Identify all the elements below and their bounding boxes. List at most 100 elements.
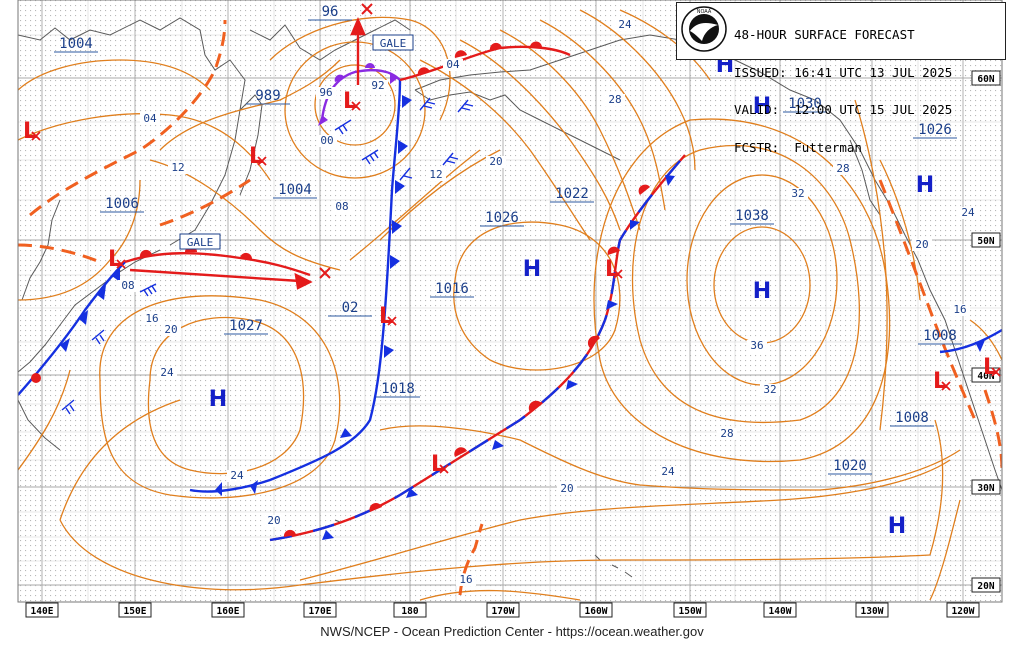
forecast-header-text: 48-HOUR SURFACE FORECAST ISSUED: 16:41 U… bbox=[734, 4, 952, 167]
issued-time: 16:41 UTC 13 JUL 2025 bbox=[794, 64, 953, 80]
pressure-value: 989 bbox=[255, 88, 280, 104]
isobar-label-bg bbox=[912, 239, 932, 251]
pressure-value: 1026 bbox=[918, 122, 952, 138]
lon-label-box bbox=[211, 602, 245, 618]
lat-label-box bbox=[971, 577, 1001, 593]
isobar-label-bg bbox=[557, 483, 577, 495]
isobar-label-bg bbox=[118, 280, 138, 292]
isobar-label: 20 bbox=[489, 155, 502, 168]
pressure-value: 96 bbox=[322, 4, 339, 20]
warm-front-north bbox=[399, 41, 571, 82]
lon-label-box bbox=[393, 602, 427, 618]
low-center-x-icon bbox=[257, 156, 267, 166]
forecast-title: 48-HOUR SURFACE FORECAST bbox=[734, 27, 915, 42]
isobar-label: 20 bbox=[560, 482, 573, 495]
isobar-label: 04 bbox=[143, 112, 157, 125]
low-center-x-icon bbox=[387, 316, 397, 326]
pressure-value: 1004 bbox=[59, 36, 93, 52]
lon-label-box bbox=[855, 602, 889, 618]
isobar-label-bg bbox=[456, 574, 476, 586]
low-center-x-icon bbox=[31, 131, 41, 141]
pressure-value: 1030 bbox=[788, 96, 822, 112]
isobar-label: 16 bbox=[953, 303, 966, 316]
isobar-label-bg bbox=[958, 207, 978, 219]
isobar-label: 32 bbox=[763, 383, 776, 396]
lon-label-box bbox=[946, 602, 980, 618]
lon-label-box bbox=[486, 602, 520, 618]
lat-label: 20N bbox=[977, 581, 994, 592]
isobar-label: 28 bbox=[836, 162, 849, 175]
valid-line: VALID: 12:00 UTC 15 JUL 2025 bbox=[734, 102, 953, 117]
pressure-value: 1018 bbox=[381, 381, 415, 397]
isobar-label-bg bbox=[264, 515, 284, 527]
low-center-icon: L bbox=[605, 257, 619, 282]
high-center-icon: H bbox=[916, 173, 934, 198]
isobar-label: 20 bbox=[267, 514, 280, 527]
low-center-x-icon bbox=[991, 367, 1001, 377]
isobar-label-bg bbox=[368, 80, 388, 92]
lon-label: 150W bbox=[679, 606, 702, 617]
lon-label: 170W bbox=[492, 606, 515, 617]
wind-barbs bbox=[61, 97, 474, 415]
isobar-label: 96 bbox=[319, 86, 332, 99]
high-center-icon: H bbox=[888, 514, 906, 539]
gale-warning: GALE bbox=[187, 236, 214, 249]
lon-label: 170E bbox=[309, 606, 332, 617]
lon-label-box bbox=[303, 602, 337, 618]
isobar-label: 28 bbox=[720, 427, 733, 440]
isobar-label: 08 bbox=[121, 279, 134, 292]
isobar-label: 00 bbox=[320, 134, 333, 147]
high-center-icon: H bbox=[753, 94, 771, 119]
low-center-icon: L bbox=[933, 369, 947, 394]
gale-warning-box bbox=[179, 233, 221, 250]
high-center-icon: H bbox=[753, 279, 771, 304]
isobar-label: 16 bbox=[145, 312, 158, 325]
isobar-label: 24 bbox=[618, 18, 632, 31]
lon-label: 180 bbox=[401, 606, 418, 617]
low-center-x-icon bbox=[613, 269, 623, 279]
cold-front-east bbox=[939, 328, 1002, 354]
isobar-label: 08 bbox=[335, 200, 348, 213]
isobar-label-bg bbox=[443, 59, 463, 71]
isobar-label: 24 bbox=[230, 469, 244, 482]
storm-tracks bbox=[129, 3, 373, 290]
pressure-value: 1026 bbox=[485, 210, 519, 226]
lon-label: 130W bbox=[861, 606, 884, 617]
isobar-label-bg bbox=[760, 384, 780, 396]
isobar-label-bg bbox=[317, 135, 337, 147]
isobar-label-bg bbox=[140, 113, 160, 125]
gale-warning: GALE bbox=[380, 37, 407, 50]
isobar-label-bg bbox=[426, 169, 446, 181]
isobar-label-bg bbox=[605, 94, 625, 106]
lon-label-box bbox=[118, 602, 152, 618]
low-center-icon: L bbox=[983, 355, 997, 380]
isobar-label-bg bbox=[717, 428, 737, 440]
lon-label: 120W bbox=[952, 606, 975, 617]
isobar-label-bg bbox=[332, 201, 352, 213]
isobar-label: 16 bbox=[459, 573, 472, 586]
low-center-icon: L bbox=[379, 304, 393, 329]
isobar-label: 28 bbox=[608, 93, 621, 106]
isobar-label-bg bbox=[658, 466, 678, 478]
cold-front-west bbox=[18, 261, 126, 396]
lon-label-box bbox=[673, 602, 707, 618]
lat-label-box bbox=[971, 479, 1001, 495]
isobar-label-bg bbox=[747, 340, 767, 352]
isobar-label-bg bbox=[833, 163, 853, 175]
low-center-x-icon bbox=[941, 381, 951, 391]
high-center-icon: H bbox=[209, 387, 227, 412]
pressure-value: 1020 bbox=[833, 458, 867, 474]
lon-label: 150E bbox=[124, 606, 147, 617]
lat-label: 50N bbox=[977, 236, 994, 247]
stationary-front bbox=[269, 154, 686, 542]
pressure-value: 1016 bbox=[435, 281, 469, 297]
high-center-icon: H bbox=[523, 257, 541, 282]
isobar-label-bg bbox=[950, 304, 970, 316]
pressure-value: 1022 bbox=[555, 186, 589, 202]
noaa-logo-icon: NOAA bbox=[681, 6, 727, 52]
low-center-x-icon bbox=[351, 101, 361, 111]
pressure-value: 1008 bbox=[923, 328, 957, 344]
lat-lon-grid bbox=[18, 0, 1002, 602]
lat-label-box bbox=[971, 232, 1001, 248]
